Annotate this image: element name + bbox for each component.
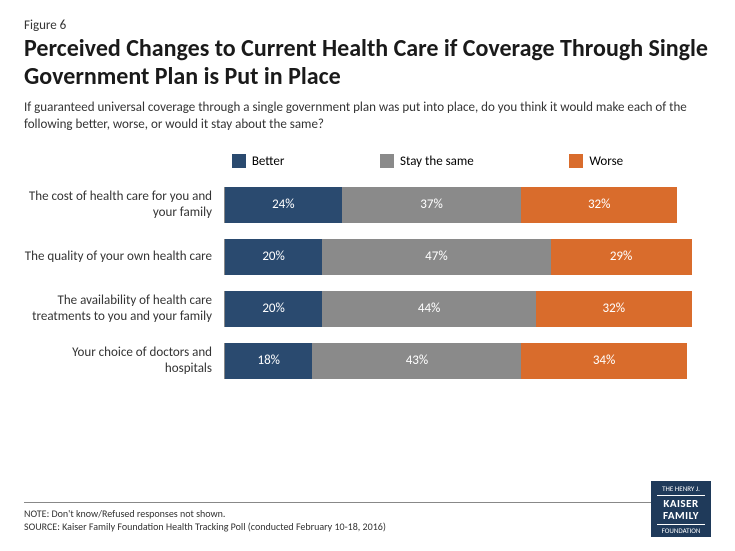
bar-segment-same: 44% <box>322 291 536 327</box>
bar-segment-better: 24% <box>225 187 342 223</box>
logo-line1: THE HENRY J. <box>653 485 709 493</box>
bar-wrap: 18%43%34% <box>224 343 711 379</box>
legend: Better Stay the same Worse <box>24 154 711 169</box>
bar-segment-worse: 32% <box>536 291 692 327</box>
logo-divider <box>657 495 705 496</box>
bar-segment-same: 47% <box>322 239 550 275</box>
legend-item-same: Stay the same <box>380 154 474 169</box>
row-label: The quality of your own health care <box>24 249 224 265</box>
kff-logo: THE HENRY J. KAISER FAMILY FOUNDATION <box>651 481 711 537</box>
chart-subtitle: If guaranteed universal coverage through… <box>24 100 704 134</box>
legend-swatch-same <box>380 154 394 168</box>
legend-label-better: Better <box>252 154 285 169</box>
bar-wrap: 20%44%32% <box>224 291 711 327</box>
logo-line4: FOUNDATION <box>653 527 709 535</box>
legend-item-better: Better <box>232 154 285 169</box>
figure-number: Figure 6 <box>24 18 711 33</box>
bar-segment-same: 43% <box>312 343 521 379</box>
chart-area: The cost of health care for you and your… <box>24 187 711 379</box>
bar-wrap: 20%47%29% <box>224 239 711 275</box>
bar-segment-better: 20% <box>225 291 322 327</box>
footer: NOTE: Don't know/Refused responses not s… <box>24 502 711 533</box>
legend-label-same: Stay the same <box>400 154 474 169</box>
bar-segment-worse: 32% <box>521 187 677 223</box>
legend-item-worse: Worse <box>569 154 623 169</box>
chart-row: The cost of health care for you and your… <box>24 187 711 223</box>
row-label: Your choice of doctors and hospitals <box>24 345 224 376</box>
logo-divider <box>657 524 705 525</box>
bar-segment-better: 20% <box>225 239 322 275</box>
logo-line3: FAMILY <box>653 510 709 522</box>
footer-divider <box>24 502 711 503</box>
footer-note: NOTE: Don't know/Refused responses not s… <box>24 507 711 520</box>
footer-source: SOURCE: Kaiser Family Foundation Health … <box>24 520 711 533</box>
chart-row: Your choice of doctors and hospitals18%4… <box>24 343 711 379</box>
legend-swatch-worse <box>569 154 583 168</box>
bar-segment-worse: 34% <box>521 343 686 379</box>
legend-label-worse: Worse <box>589 154 623 169</box>
bar-segment-same: 37% <box>342 187 522 223</box>
row-label: The availability of health care treatmen… <box>24 293 224 324</box>
chart-row: The availability of health care treatmen… <box>24 291 711 327</box>
bar-segment-worse: 29% <box>551 239 692 275</box>
chart-title: Perceived Changes to Current Health Care… <box>24 35 711 90</box>
legend-swatch-better <box>232 154 246 168</box>
chart-row: The quality of your own health care20%47… <box>24 239 711 275</box>
row-label: The cost of health care for you and your… <box>24 189 224 220</box>
bar-segment-better: 18% <box>225 343 312 379</box>
logo-line2: KAISER <box>653 498 709 510</box>
bar-wrap: 24%37%32% <box>224 187 711 223</box>
